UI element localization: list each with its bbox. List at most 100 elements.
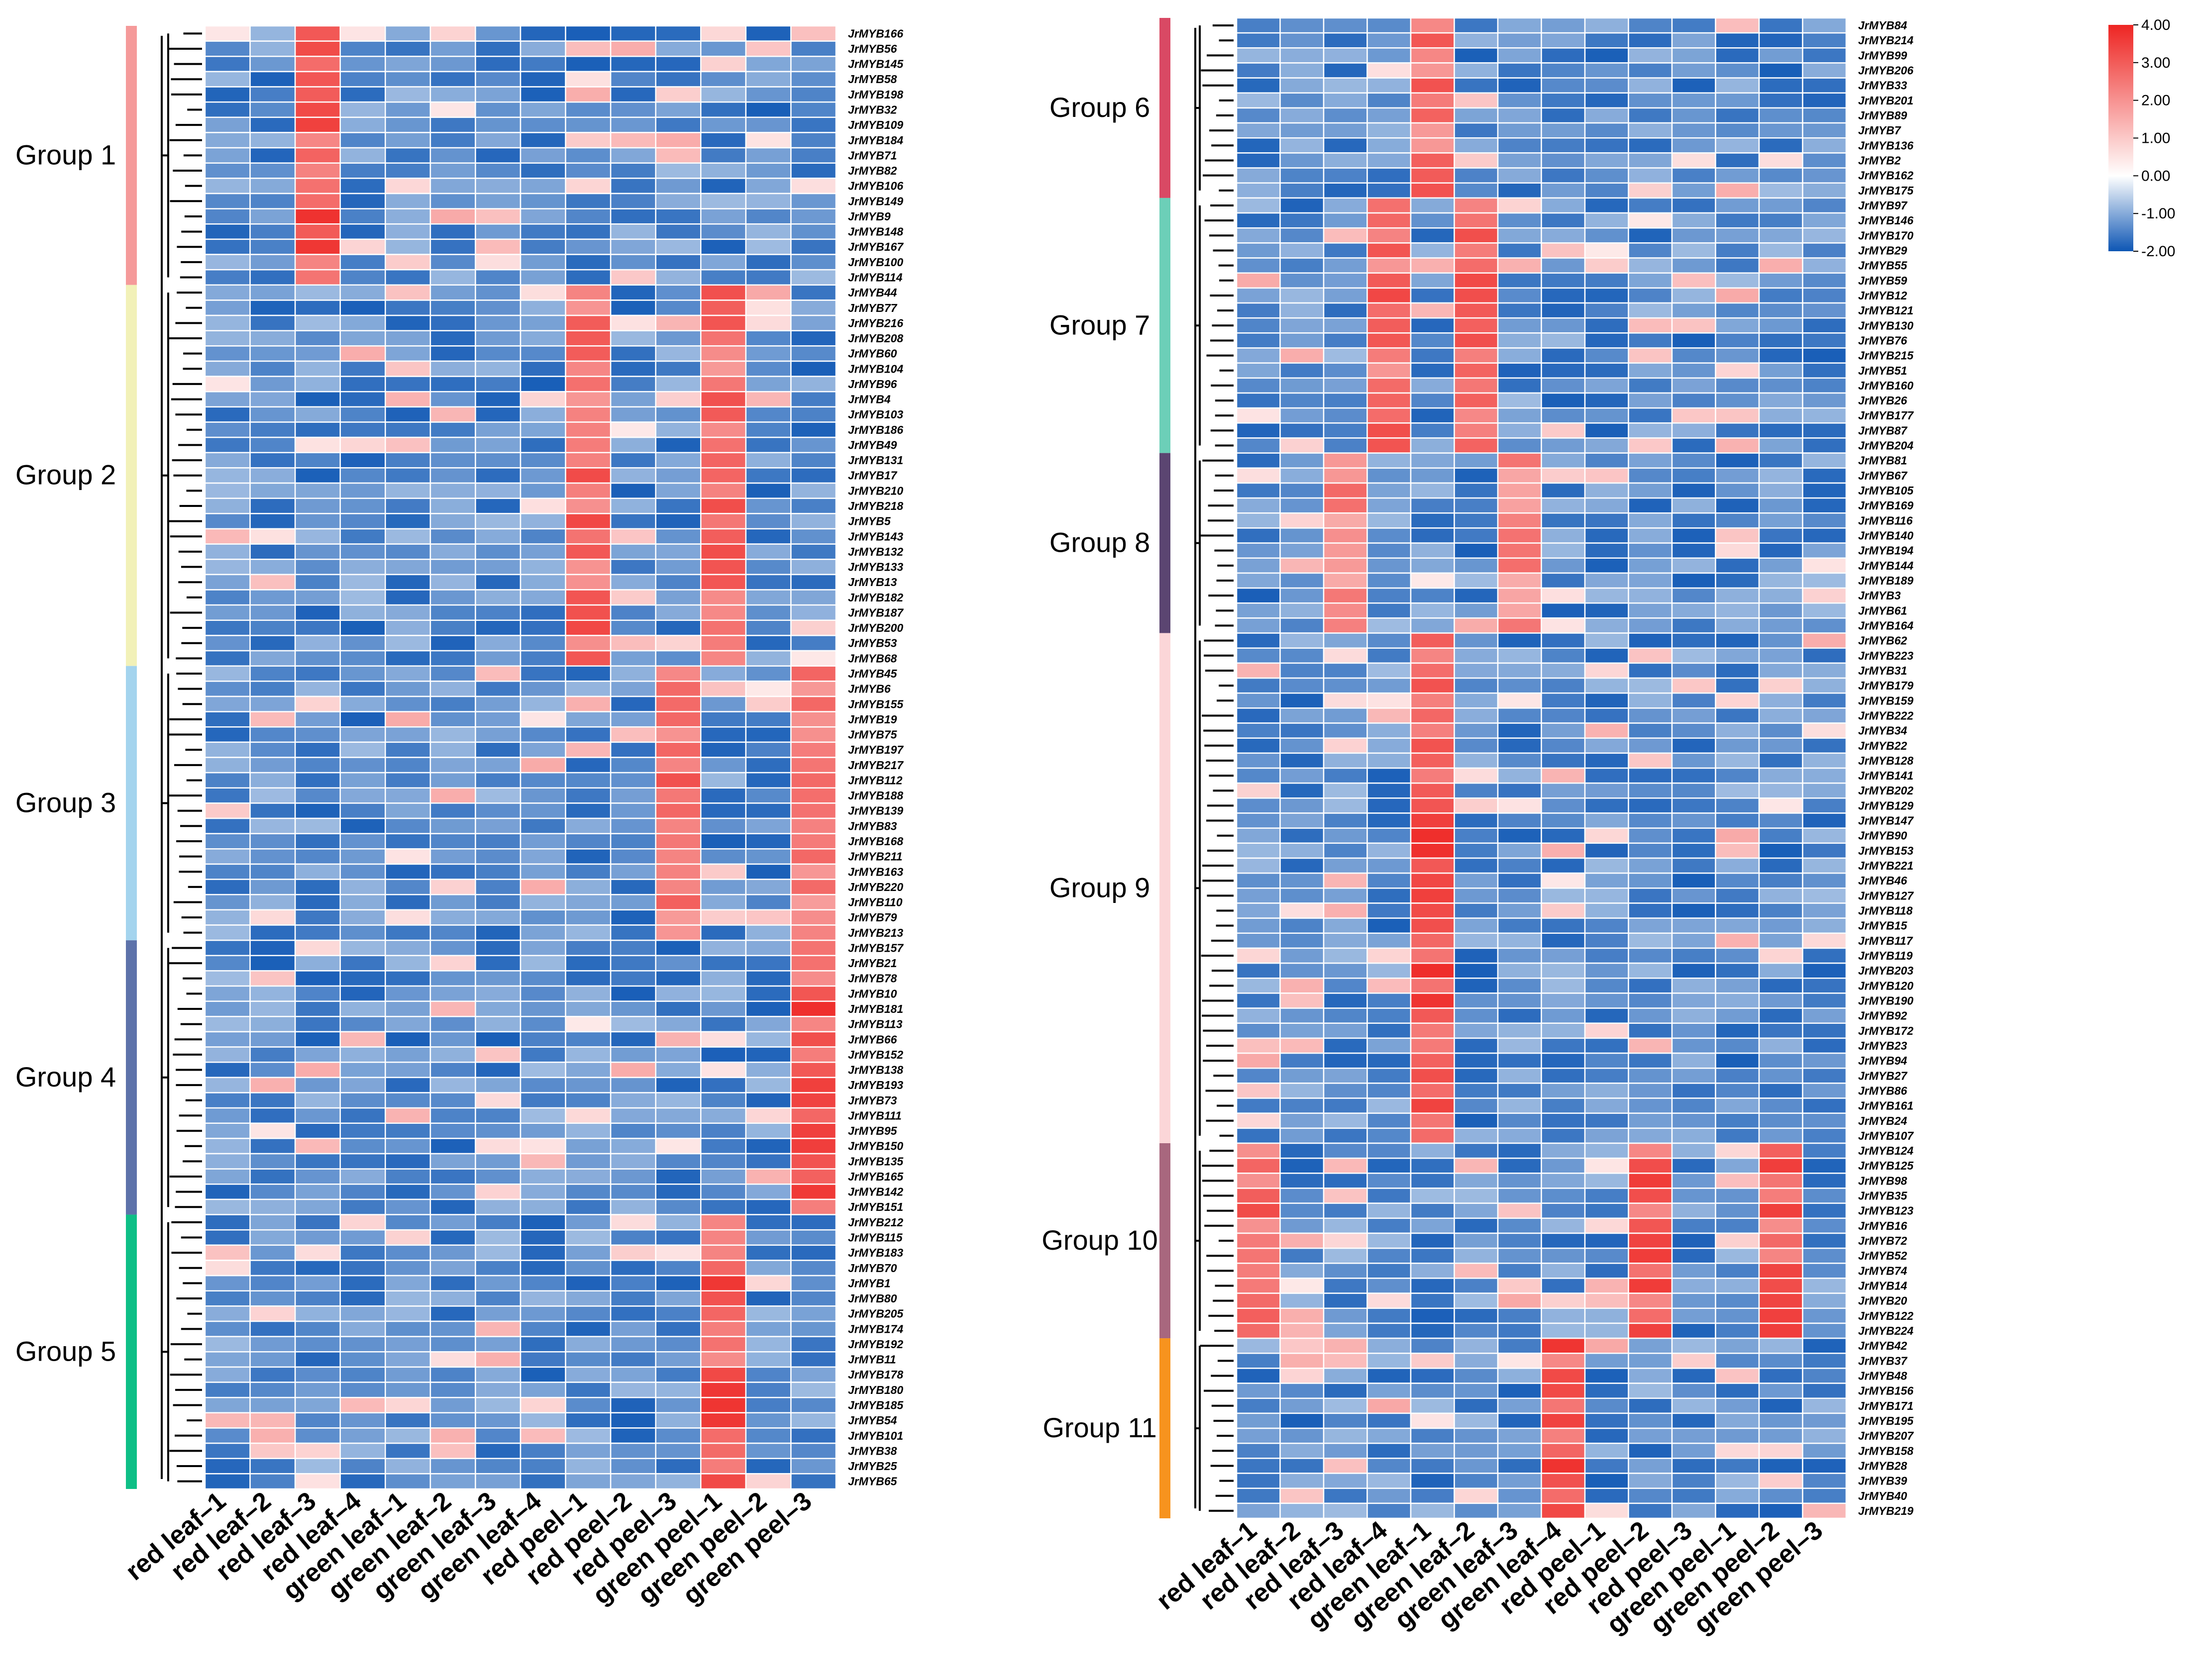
heatmap-cell: [1541, 722, 1586, 739]
heatmap-cell: [385, 681, 431, 697]
heatmap-cell: [565, 406, 612, 423]
heatmap-cell: [1802, 257, 1847, 274]
heatmap-cell: [1802, 1173, 1847, 1189]
heatmap-cell: [745, 1473, 792, 1490]
heatmap-cell: [610, 1138, 656, 1155]
heatmap-cell: [1802, 1187, 1847, 1204]
heatmap-cell: [610, 681, 656, 697]
heatmap-cell: [1758, 812, 1803, 829]
heatmap-cell: [1715, 1097, 1760, 1114]
heatmap-cell: [475, 604, 522, 621]
heatmap-cell: [475, 421, 522, 438]
gene-label: JrMYB185: [848, 1399, 904, 1412]
heatmap-cell: [385, 360, 431, 377]
heatmap-cell: [1454, 1127, 1499, 1144]
heatmap-cell: [1454, 917, 1499, 934]
heatmap-cell: [204, 604, 251, 621]
gene-label: JrMYB145: [848, 58, 904, 71]
heatmap-cell: [700, 452, 747, 469]
heatmap-cell: [429, 1442, 476, 1459]
heatmap-cell: [655, 1351, 702, 1368]
heatmap-cell: [1279, 332, 1325, 349]
heatmap-cell: [1410, 197, 1455, 214]
heatmap-cell: [1628, 1473, 1673, 1489]
heatmap-cell: [339, 56, 386, 73]
heatmap-cell: [1366, 47, 1412, 64]
heatmap-cell: [1497, 512, 1542, 529]
heatmap-cell: [1584, 1007, 1629, 1024]
heatmap-cell: [1802, 767, 1847, 784]
heatmap-cell: [1323, 1263, 1368, 1279]
heatmap-cell: [1454, 1067, 1499, 1084]
heatmap-cell: [1454, 1202, 1499, 1219]
heatmap-cell: [1671, 302, 1716, 319]
heatmap-cell: [1279, 467, 1325, 484]
heatmap-cell: [339, 681, 386, 697]
heatmap-cell: [1715, 752, 1760, 769]
heatmap-cell: [520, 345, 566, 362]
heatmap-cell: [1323, 557, 1368, 574]
heatmap-cell: [1671, 1083, 1716, 1099]
heatmap-cell: [1454, 122, 1499, 139]
heatmap-cell: [1497, 1292, 1542, 1309]
heatmap-cell: [1541, 452, 1586, 469]
heatmap-cell: [1323, 212, 1368, 229]
gene-label: JrMYB51: [1858, 364, 1907, 377]
gene-label: JrMYB97: [1858, 199, 1908, 212]
heatmap-cell: [1541, 1278, 1586, 1294]
heatmap-cell: [745, 681, 792, 697]
heatmap-cell: [1541, 1083, 1586, 1099]
heatmap-cell: [610, 269, 656, 286]
heatmap-cell: [520, 71, 566, 88]
heatmap-cell: [1236, 392, 1281, 409]
heatmap-cell: [339, 147, 386, 164]
heatmap-cell: [1279, 287, 1325, 304]
heatmap-cell: [700, 604, 747, 621]
heatmap-cell: [520, 299, 566, 316]
heatmap-cell: [294, 1107, 341, 1124]
heatmap-cell: [1279, 1337, 1325, 1354]
heatmap-cell: [745, 223, 792, 240]
heatmap-cell: [745, 543, 792, 560]
heatmap-cell: [204, 299, 251, 316]
heatmap-cell: [1715, 1037, 1760, 1054]
heatmap-cell: [339, 1366, 386, 1383]
heatmap-cell: [655, 467, 702, 484]
heatmap-cell: [1758, 1397, 1803, 1414]
heatmap-cell: [385, 330, 431, 347]
heatmap-cell: [249, 741, 296, 758]
heatmap-cell: [294, 116, 341, 133]
heatmap-cell: [204, 1320, 251, 1337]
heatmap-cell: [1323, 962, 1368, 979]
heatmap-cell: [520, 802, 566, 819]
heatmap-cell: [249, 1000, 296, 1017]
heatmap-cell: [1236, 1292, 1281, 1309]
heatmap-cell: [1541, 888, 1586, 904]
heatmap-cell: [1802, 1502, 1847, 1519]
heatmap-cell: [1802, 947, 1847, 964]
heatmap-cell: [429, 1382, 476, 1398]
heatmap-cell: [1715, 782, 1760, 799]
heatmap-cell: [1584, 407, 1629, 424]
heatmap-cell: [1802, 1352, 1847, 1369]
heatmap-cell: [745, 406, 792, 423]
heatmap-cell: [1541, 437, 1586, 454]
heatmap-cell: [249, 56, 296, 73]
heatmap-cell: [1236, 1383, 1281, 1399]
heatmap-cell: [1497, 77, 1542, 94]
heatmap-cell: [1584, 1427, 1629, 1444]
heatmap-cell: [204, 1275, 251, 1291]
heatmap-cell: [520, 757, 566, 774]
heatmap-cell: [294, 1260, 341, 1277]
heatmap-cell: [1454, 1458, 1499, 1474]
heatmap-cell: [1410, 212, 1455, 229]
heatmap-cell: [1410, 797, 1455, 814]
heatmap-cell: [520, 1077, 566, 1093]
heatmap-cell: [339, 635, 386, 652]
heatmap-cell: [249, 1138, 296, 1155]
heatmap-cell: [655, 924, 702, 941]
heatmap-cell: [1758, 617, 1803, 634]
heatmap-cell: [1454, 1307, 1499, 1324]
heatmap-cell: [1584, 1022, 1629, 1039]
heatmap-cell: [1802, 347, 1847, 364]
